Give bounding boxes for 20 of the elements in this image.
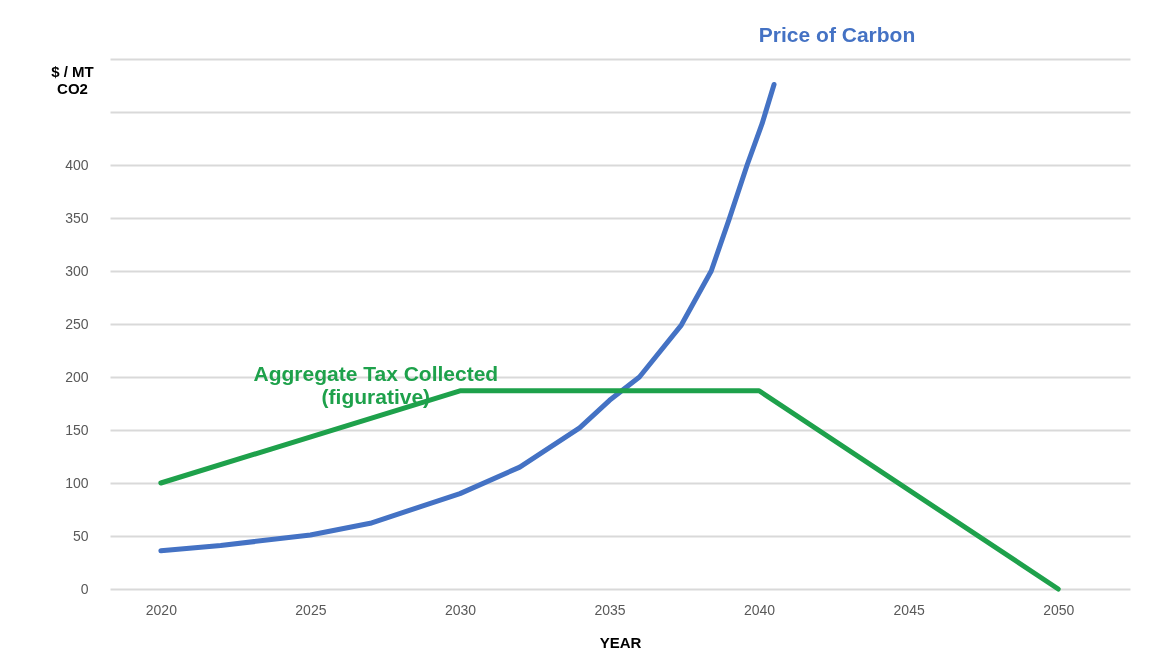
y-tick-label: 250: [65, 315, 89, 332]
y-tick-label: 100: [65, 474, 89, 491]
y-tick-label: 350: [65, 209, 89, 226]
series-label: Aggregate Tax Collected (figurative): [253, 362, 499, 408]
x-tick-label: 2030: [444, 601, 477, 618]
y-tick-label: 400: [65, 156, 89, 173]
x-tick-label: 2050: [1043, 601, 1075, 618]
y-tick-label: 0: [80, 580, 89, 597]
y-tick-label: 200: [65, 368, 89, 385]
series-label: Price of Carbon: [758, 23, 916, 47]
x-axis-title: YEAR: [599, 633, 642, 651]
x-tick-label: 2020: [145, 601, 178, 618]
y-tick-label: 50: [72, 527, 89, 544]
x-tick-label: 2045: [893, 601, 925, 618]
y-tick-label: 150: [65, 421, 89, 438]
x-tick-label: 2025: [295, 601, 327, 618]
y-tick-label: 300: [65, 262, 89, 279]
x-tick-label: 2035: [594, 601, 626, 618]
x-tick-label: 2040: [744, 601, 776, 618]
y-axis-title: $ / MT CO2: [51, 62, 94, 97]
